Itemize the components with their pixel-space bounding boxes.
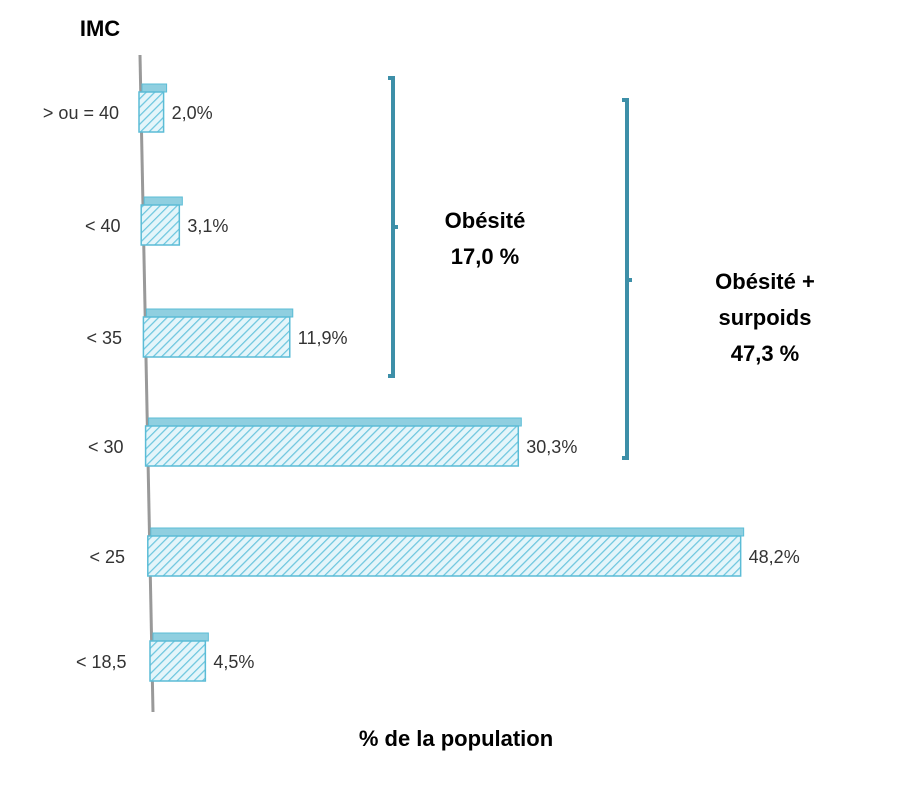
bar	[138, 91, 165, 133]
y-tick-label: > ou = 40	[43, 103, 119, 123]
bar	[144, 425, 520, 467]
value-label: 30,3%	[526, 437, 577, 457]
value-label: 3,1%	[187, 216, 228, 236]
bar-top	[141, 83, 168, 93]
bar	[147, 535, 742, 577]
bracket	[388, 76, 398, 378]
y-tick-label: < 30	[88, 437, 124, 457]
value-label: 11,9%	[298, 328, 348, 348]
value-label: 48,2%	[749, 547, 800, 567]
y-axis	[138, 54, 155, 713]
x-axis-title: % de la population	[359, 726, 553, 751]
y-tick-label: < 18,5	[76, 652, 127, 672]
bracket	[622, 98, 632, 460]
bar-top	[145, 308, 294, 318]
bar	[149, 640, 207, 682]
bar	[140, 204, 181, 246]
y-tick-label: < 40	[85, 216, 121, 236]
y-tick-label: < 25	[89, 547, 125, 567]
bar-top	[150, 527, 745, 537]
annotation: surpoids	[719, 305, 812, 330]
bar	[142, 316, 291, 358]
bar-top	[143, 196, 183, 206]
annotation: 17,0 %	[451, 244, 520, 269]
bar-top	[152, 632, 209, 642]
bar-top	[148, 417, 522, 427]
annotation: Obésité	[445, 208, 526, 233]
annotation: Obésité +	[715, 269, 815, 294]
annotation: 47,3 %	[731, 341, 800, 366]
axis-title: IMC	[80, 16, 120, 41]
value-label: 4,5%	[213, 652, 254, 672]
y-tick-label: < 35	[86, 328, 122, 348]
value-label: 2,0%	[172, 103, 213, 123]
